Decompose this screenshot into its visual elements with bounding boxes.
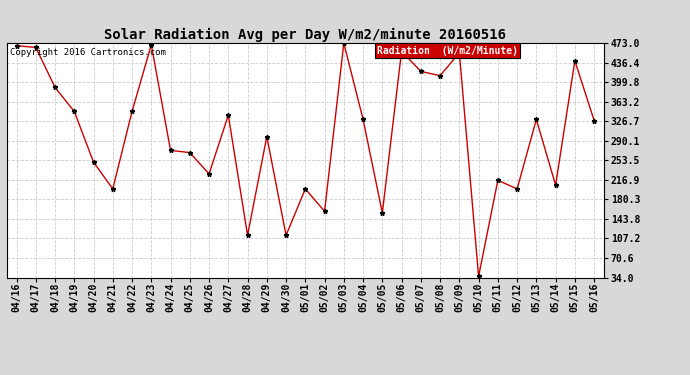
Text: Copyright 2016 Cartronics.com: Copyright 2016 Cartronics.com — [10, 48, 166, 57]
Title: Solar Radiation Avg per Day W/m2/minute 20160516: Solar Radiation Avg per Day W/m2/minute … — [104, 28, 506, 42]
Text: Radiation  (W/m2/Minute): Radiation (W/m2/Minute) — [377, 45, 518, 56]
